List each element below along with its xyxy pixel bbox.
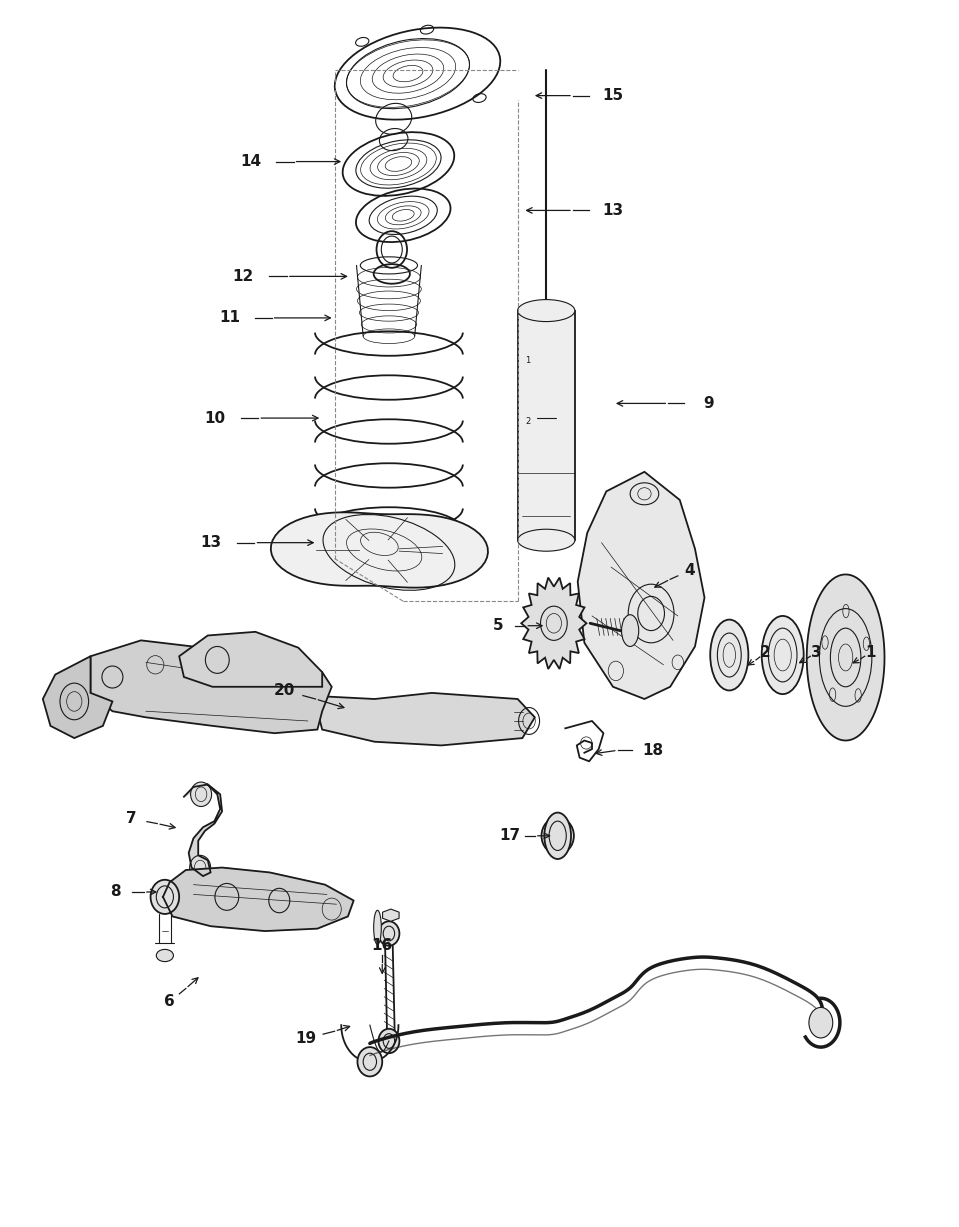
Text: 2: 2 [760,645,771,660]
Ellipse shape [379,1028,399,1053]
Text: 13: 13 [602,202,623,218]
Ellipse shape [379,921,399,946]
Text: 14: 14 [240,155,261,169]
Text: 6: 6 [164,994,175,1010]
Polygon shape [270,513,488,588]
Ellipse shape [156,950,174,962]
Text: 19: 19 [295,1031,316,1047]
Text: 12: 12 [232,269,254,283]
Ellipse shape [374,910,382,945]
Ellipse shape [621,615,639,647]
Text: 20: 20 [273,683,294,698]
Text: 10: 10 [204,411,225,426]
Ellipse shape [761,616,804,694]
Ellipse shape [358,1047,383,1076]
Text: 7: 7 [127,811,137,826]
Text: 1: 1 [526,356,530,366]
Bar [518,310,574,540]
Text: 15: 15 [602,88,623,103]
Text: 2: 2 [526,417,530,426]
Polygon shape [522,578,587,669]
Text: 1: 1 [865,645,876,660]
Text: 11: 11 [220,310,240,325]
Ellipse shape [190,855,211,880]
Text: 4: 4 [684,563,694,578]
Ellipse shape [711,620,748,691]
Ellipse shape [518,299,574,321]
Polygon shape [577,472,705,699]
Ellipse shape [518,529,574,551]
Text: 3: 3 [810,645,821,660]
Ellipse shape [808,1007,832,1038]
Text: 18: 18 [643,742,664,758]
Text: 13: 13 [200,535,222,550]
Ellipse shape [545,812,571,859]
Ellipse shape [542,817,573,854]
Ellipse shape [151,880,179,914]
Polygon shape [383,909,399,921]
Polygon shape [184,784,222,876]
Polygon shape [43,656,112,739]
Polygon shape [179,632,322,687]
Polygon shape [90,640,332,734]
Text: 5: 5 [493,618,503,633]
Ellipse shape [191,782,212,806]
Text: 16: 16 [372,939,393,953]
Polygon shape [807,574,884,741]
Text: 9: 9 [703,396,713,411]
Polygon shape [163,867,354,931]
Text: 8: 8 [110,885,121,899]
Text: 17: 17 [500,828,521,843]
Polygon shape [317,693,535,746]
